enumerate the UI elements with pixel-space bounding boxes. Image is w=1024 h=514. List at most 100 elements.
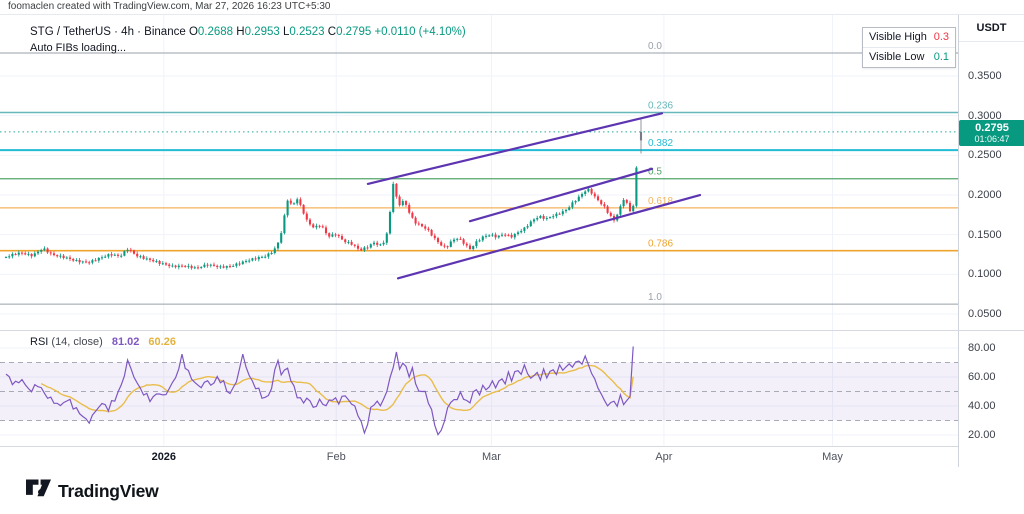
candle-body	[532, 219, 536, 222]
candle-body	[548, 217, 552, 219]
candle-body	[193, 267, 196, 269]
candle-body	[360, 248, 363, 251]
symbol-title[interactable]: STG / TetherUS · 4h · Binance	[30, 26, 186, 38]
ohlc-value: 0.2688	[197, 26, 234, 38]
candle-body	[331, 234, 334, 237]
candle-body	[276, 242, 280, 249]
time-axis[interactable]: 2026 Feb Mar Apr May	[0, 446, 958, 469]
candle-body	[468, 245, 472, 250]
candle-body	[120, 255, 123, 257]
visible-high-label: Visible High	[869, 31, 927, 43]
candle-body	[14, 253, 17, 255]
candle-body	[152, 259, 155, 262]
fib-level-label: 1.0	[648, 292, 662, 303]
price-tick-label: 0.1500	[968, 228, 1002, 241]
candle-body	[8, 256, 11, 258]
candle-body	[33, 253, 36, 257]
axis-currency-label[interactable]: USDT	[959, 15, 1024, 42]
candle-body	[600, 200, 603, 205]
visible-range-inspector: Visible High 0.3 Visible Low 0.1	[862, 27, 956, 68]
candle-body	[129, 249, 132, 251]
candle-body	[100, 257, 104, 259]
rsi-pane-canvas[interactable]	[0, 331, 958, 446]
ohlc-label: H	[233, 26, 245, 38]
candle-body	[305, 213, 308, 220]
candle-body	[564, 209, 568, 212]
candle-body	[481, 236, 484, 241]
price-tick-label: 0.0500	[968, 308, 1002, 321]
candle-body	[78, 260, 81, 263]
pane-separator[interactable]	[0, 330, 1024, 331]
candle-body	[388, 212, 392, 234]
candle-body	[424, 226, 427, 229]
candle-body	[408, 204, 411, 213]
rsi-params: (14, close)	[51, 336, 103, 348]
plot-area[interactable]: 0.0 0.236 0.382 0.5 0.618 0.786 1.0 2026 Feb Mar…	[0, 15, 958, 469]
candle-body	[126, 249, 129, 252]
candle-body	[574, 200, 577, 203]
attribution-text: foomaclen created with TradingView.com, …	[0, 0, 1024, 14]
fib-level-label: 0.786	[648, 239, 673, 250]
candle-body	[340, 236, 344, 240]
price-tick-label: 0.2500	[968, 149, 1002, 162]
channel-trendline[interactable]	[468, 167, 654, 223]
candle-body	[212, 264, 216, 266]
channel-trendline[interactable]	[396, 193, 702, 280]
candle-body	[113, 254, 116, 256]
indicator-status[interactable]: Auto FIBs loading...	[30, 42, 126, 54]
fib-level-label: 0.236	[648, 100, 673, 111]
ohlc-value: 0.2795	[336, 26, 372, 38]
candle-body	[321, 226, 324, 228]
candle-body	[56, 255, 59, 257]
candle-body	[337, 235, 340, 237]
candle-body	[132, 250, 136, 254]
candle-body	[513, 234, 516, 238]
candle-body	[385, 233, 388, 243]
candle-body	[36, 251, 40, 254]
ohlc-label: C	[324, 26, 337, 38]
candle-body	[196, 267, 200, 269]
candle-body	[4, 256, 8, 258]
candle-body	[180, 265, 184, 267]
tradingview-logo-text: TradingView	[58, 480, 159, 501]
tradingview-logo[interactable]: TradingView	[26, 479, 159, 503]
candle-body	[241, 261, 244, 265]
candle-body	[558, 213, 561, 215]
candle-body	[465, 243, 468, 246]
rsi-name[interactable]: RSI	[30, 336, 49, 348]
candle-body	[436, 238, 440, 243]
candle-body	[395, 183, 398, 197]
channel-trendline[interactable]	[366, 112, 664, 186]
candle-body	[488, 235, 491, 237]
candle-body	[289, 200, 292, 204]
candle-body	[456, 238, 459, 240]
candle-body	[104, 256, 107, 258]
candle-body	[264, 256, 267, 258]
price-axis[interactable]: USDT 0.2795 01:06:47 0.3500 0.3000 0.2500 0…	[958, 15, 1024, 468]
candle-body	[161, 263, 164, 265]
candle-body	[27, 253, 30, 255]
candle-body	[222, 266, 225, 268]
tradingview-logo-icon	[26, 479, 51, 497]
visible-low-label: Visible Low	[869, 51, 925, 63]
price-change: +0.0110 (+4.10%)	[374, 26, 466, 38]
candle-body	[216, 265, 219, 268]
candle-body	[452, 239, 456, 242]
rsi-tick-label: 80.00	[968, 342, 996, 354]
candle-body	[398, 196, 401, 206]
time-axis-label: Apr	[655, 451, 673, 463]
candle-body	[433, 235, 436, 239]
candle-body	[171, 265, 174, 267]
candle-body	[366, 247, 369, 249]
price-pane-canvas[interactable]: 0.0 0.236 0.382 0.5 0.618 0.786 1.0	[0, 15, 958, 331]
candle-body	[244, 260, 248, 262]
symbol-legend: STG / TetherUS · 4h · Binance O0.2688 H0…	[30, 24, 466, 56]
candle-body	[536, 217, 539, 220]
candle-body	[299, 199, 302, 205]
candle-body	[344, 239, 347, 243]
candle-body	[52, 253, 56, 256]
candle-body	[257, 257, 260, 260]
candle-body	[62, 255, 65, 259]
last-price-value: 0.2795	[975, 121, 1009, 134]
candle-body	[81, 261, 84, 263]
